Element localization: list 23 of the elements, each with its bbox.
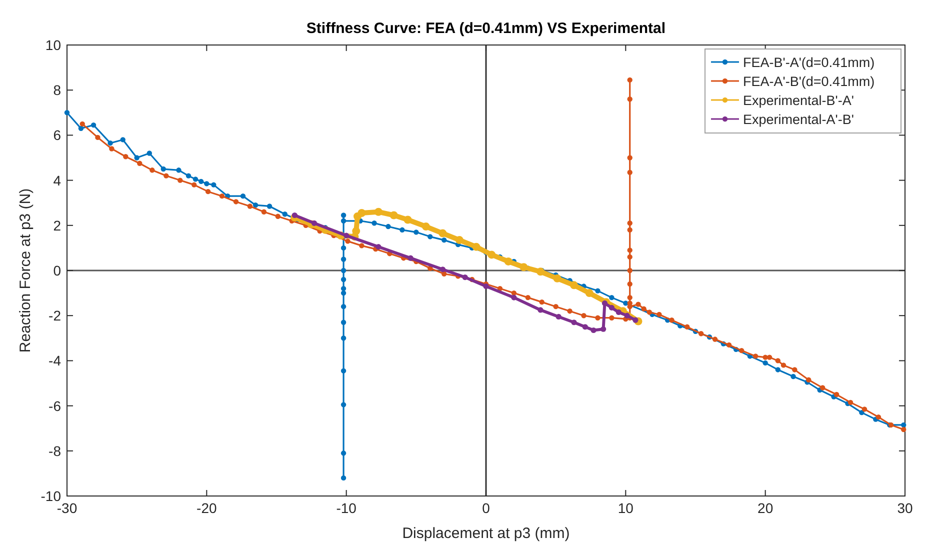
x-tick-label: 10 [618,500,634,516]
y-tick-label: 2 [53,217,62,234]
y-tick-label: -4 [48,352,62,369]
y-tick-label: -8 [48,442,62,459]
chart-title: Stiffness Curve: FEA (d=0.41mm) VS Experimental [306,20,666,37]
x-tick-label: -10 [336,500,357,516]
y-tick-label: 10 [45,37,62,53]
x-tick-label: 30 [897,500,913,516]
x-tick-label: -20 [196,500,217,516]
y-tick-label: -6 [48,398,62,414]
legend-label: FEA-B'-A'(d=0.41mm) [743,55,875,70]
x-tick-label: 20 [758,500,774,516]
y-tick-label: 4 [53,172,62,188]
x-tick-label: 0 [482,500,490,516]
y-axis-title: Reaction Force at p3 (N) [17,188,34,353]
y-tick-label: 8 [53,82,62,98]
y-tick-label: -2 [48,308,62,324]
y-tick-label: 6 [53,127,62,144]
legend-label: Experimental-B'-A' [743,93,854,108]
legend-label: FEA-A'-B'(d=0.41mm) [743,74,875,89]
legend-label: Experimental-A'-B' [743,112,854,127]
x-axis-title: Displacement at p3 (mm) [402,525,570,542]
y-tick-label: 0 [53,262,62,278]
